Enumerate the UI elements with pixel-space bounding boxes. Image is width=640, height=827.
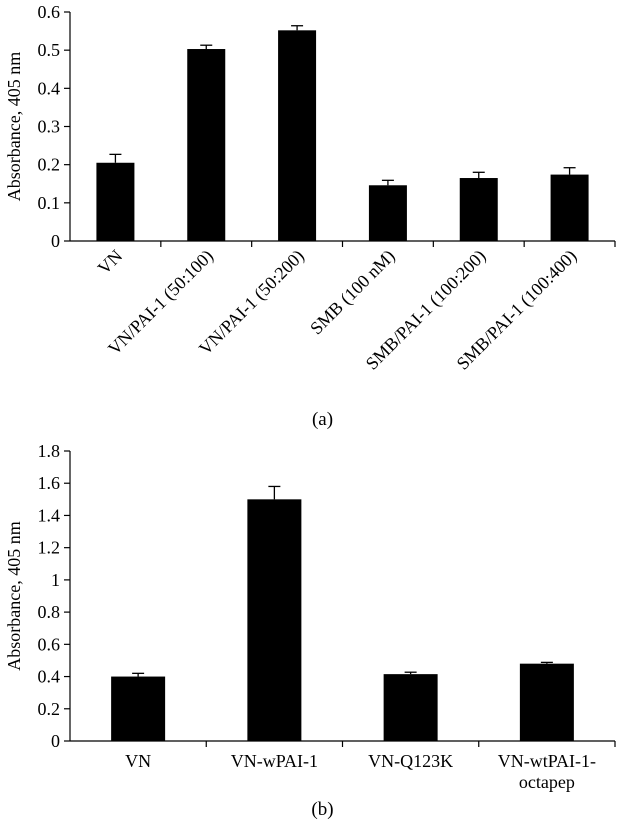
y-tick-label: 0.2	[38, 699, 61, 719]
panel-label: (b)	[311, 799, 333, 820]
x-tick-label: VN	[125, 751, 151, 771]
bar	[247, 499, 302, 741]
bar	[278, 30, 317, 241]
bar	[550, 174, 589, 241]
y-tick-label: 1.6	[38, 473, 61, 493]
y-tick-label: 0.2	[38, 155, 61, 175]
y-tick-label: 0.6	[38, 2, 61, 22]
x-tick-label: VN	[94, 246, 127, 279]
bar	[187, 49, 226, 241]
y-tick-label: 0.3	[38, 117, 61, 137]
y-axis-label: Absorbance, 405 nm	[4, 521, 24, 670]
y-tick-label: 0.8	[38, 602, 61, 622]
bar	[96, 162, 135, 241]
bar	[459, 178, 498, 241]
x-tick-label: VN-wtPAI-1-octapep	[498, 751, 596, 792]
x-tick-label: VN-wPAI-1	[231, 751, 318, 771]
y-tick-label: 0.4	[38, 78, 61, 98]
y-tick-label: 1.2	[38, 538, 61, 558]
chart-panel-b: 0 0.2 0.4 0.6 0.8 1 1.2 1.4 1.6 1.8 Absorbance, 40…	[4, 441, 616, 820]
y-tick-label: 0.4	[38, 667, 61, 687]
y-tick-label: 1.4	[38, 505, 61, 525]
x-tick-label: SMB (100 nM)	[306, 246, 399, 339]
y-tick-label: 0.1	[38, 193, 61, 213]
y-tick-label: 1	[51, 570, 60, 590]
bar	[383, 674, 438, 741]
bar	[111, 676, 166, 741]
y-tick-label: 0	[51, 231, 60, 251]
bar	[368, 185, 407, 241]
x-tick-label: VN-Q123K	[368, 751, 453, 771]
y-tick-label: 0	[51, 731, 60, 751]
y-tick-label: 0.5	[38, 40, 61, 60]
y-tick-label: 0.6	[38, 634, 61, 654]
bar	[519, 663, 574, 741]
y-axis-label: Absorbance, 405 nm	[4, 52, 24, 201]
y-tick-label: 1.8	[38, 441, 61, 461]
panel-label: (a)	[312, 409, 333, 430]
